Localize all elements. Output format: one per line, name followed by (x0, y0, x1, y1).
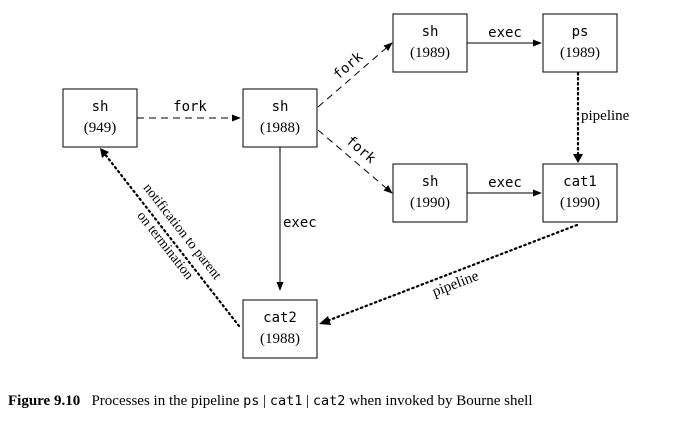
node-name: sh (422, 174, 439, 190)
node-name: sh (92, 99, 109, 115)
node-pid: (1989) (560, 45, 600, 61)
exec-label-1988: exec (283, 215, 317, 231)
edge-exec-1988: exec (276, 147, 317, 291)
exec-label-1990: exec (488, 175, 522, 191)
node-pid: (1990) (560, 195, 600, 211)
edge-fork-main: fork (137, 99, 241, 122)
node-sh-1990: sh (1990) (392, 163, 468, 223)
node-name: cat2 (263, 310, 297, 326)
edge-fork-down: fork (317, 129, 393, 194)
node-sh-1989: sh (1989) (392, 13, 468, 73)
edge-pipeline-cat1-cat2: pipeline (319, 223, 579, 325)
node-pid: (949) (84, 120, 117, 136)
node-sh-1988: sh (1988) (242, 88, 318, 148)
caption-separator-1: | (263, 393, 267, 409)
fork-label-main: fork (173, 99, 207, 115)
node-name: cat1 (563, 174, 597, 190)
edge-exec-1990: exec (467, 175, 542, 197)
node-name: ps (572, 24, 589, 40)
figure-caption: Figure 9.10 Processes in the pipeline ps… (8, 393, 533, 410)
node-sh-949: sh (949) (62, 88, 138, 148)
figure-number: Figure 9.10 (8, 393, 81, 409)
node-name: sh (422, 24, 439, 40)
edge-pipeline-ps-cat1: pipeline (573, 71, 630, 163)
node-ps-1989: ps (1989) (542, 13, 618, 73)
caption-text-before: Processes in the pipeline (91, 393, 240, 409)
caption-cmd-ps: ps (243, 393, 260, 409)
node-pid: (1989) (410, 45, 450, 61)
node-name: sh (272, 99, 289, 115)
node-pid: (1990) (410, 195, 450, 211)
node-pid: (1988) (260, 120, 300, 136)
fork-label-down: fork (343, 133, 379, 168)
pipeline-label-cat1-cat2: pipeline (430, 268, 481, 300)
edge-notify-parent: notification to parent on termination (100, 148, 241, 328)
caption-separator-2: | (306, 393, 310, 409)
node-pid: (1988) (260, 331, 300, 347)
caption-cmd-cat1: cat1 (269, 393, 303, 409)
caption-text-after: when invoked by Bourne shell (349, 393, 533, 409)
pipeline-label-ps-cat1: pipeline (581, 108, 630, 124)
edge-exec-1989: exec (467, 25, 542, 47)
fork-label-up: fork (330, 49, 366, 84)
node-cat2-1988: cat2 (1988) (242, 299, 318, 359)
caption-cmd-cat2: cat2 (312, 393, 346, 409)
edge-fork-up: fork (317, 42, 393, 108)
exec-label-1989: exec (488, 25, 522, 41)
node-cat1-1990: cat1 (1990) (542, 163, 618, 223)
